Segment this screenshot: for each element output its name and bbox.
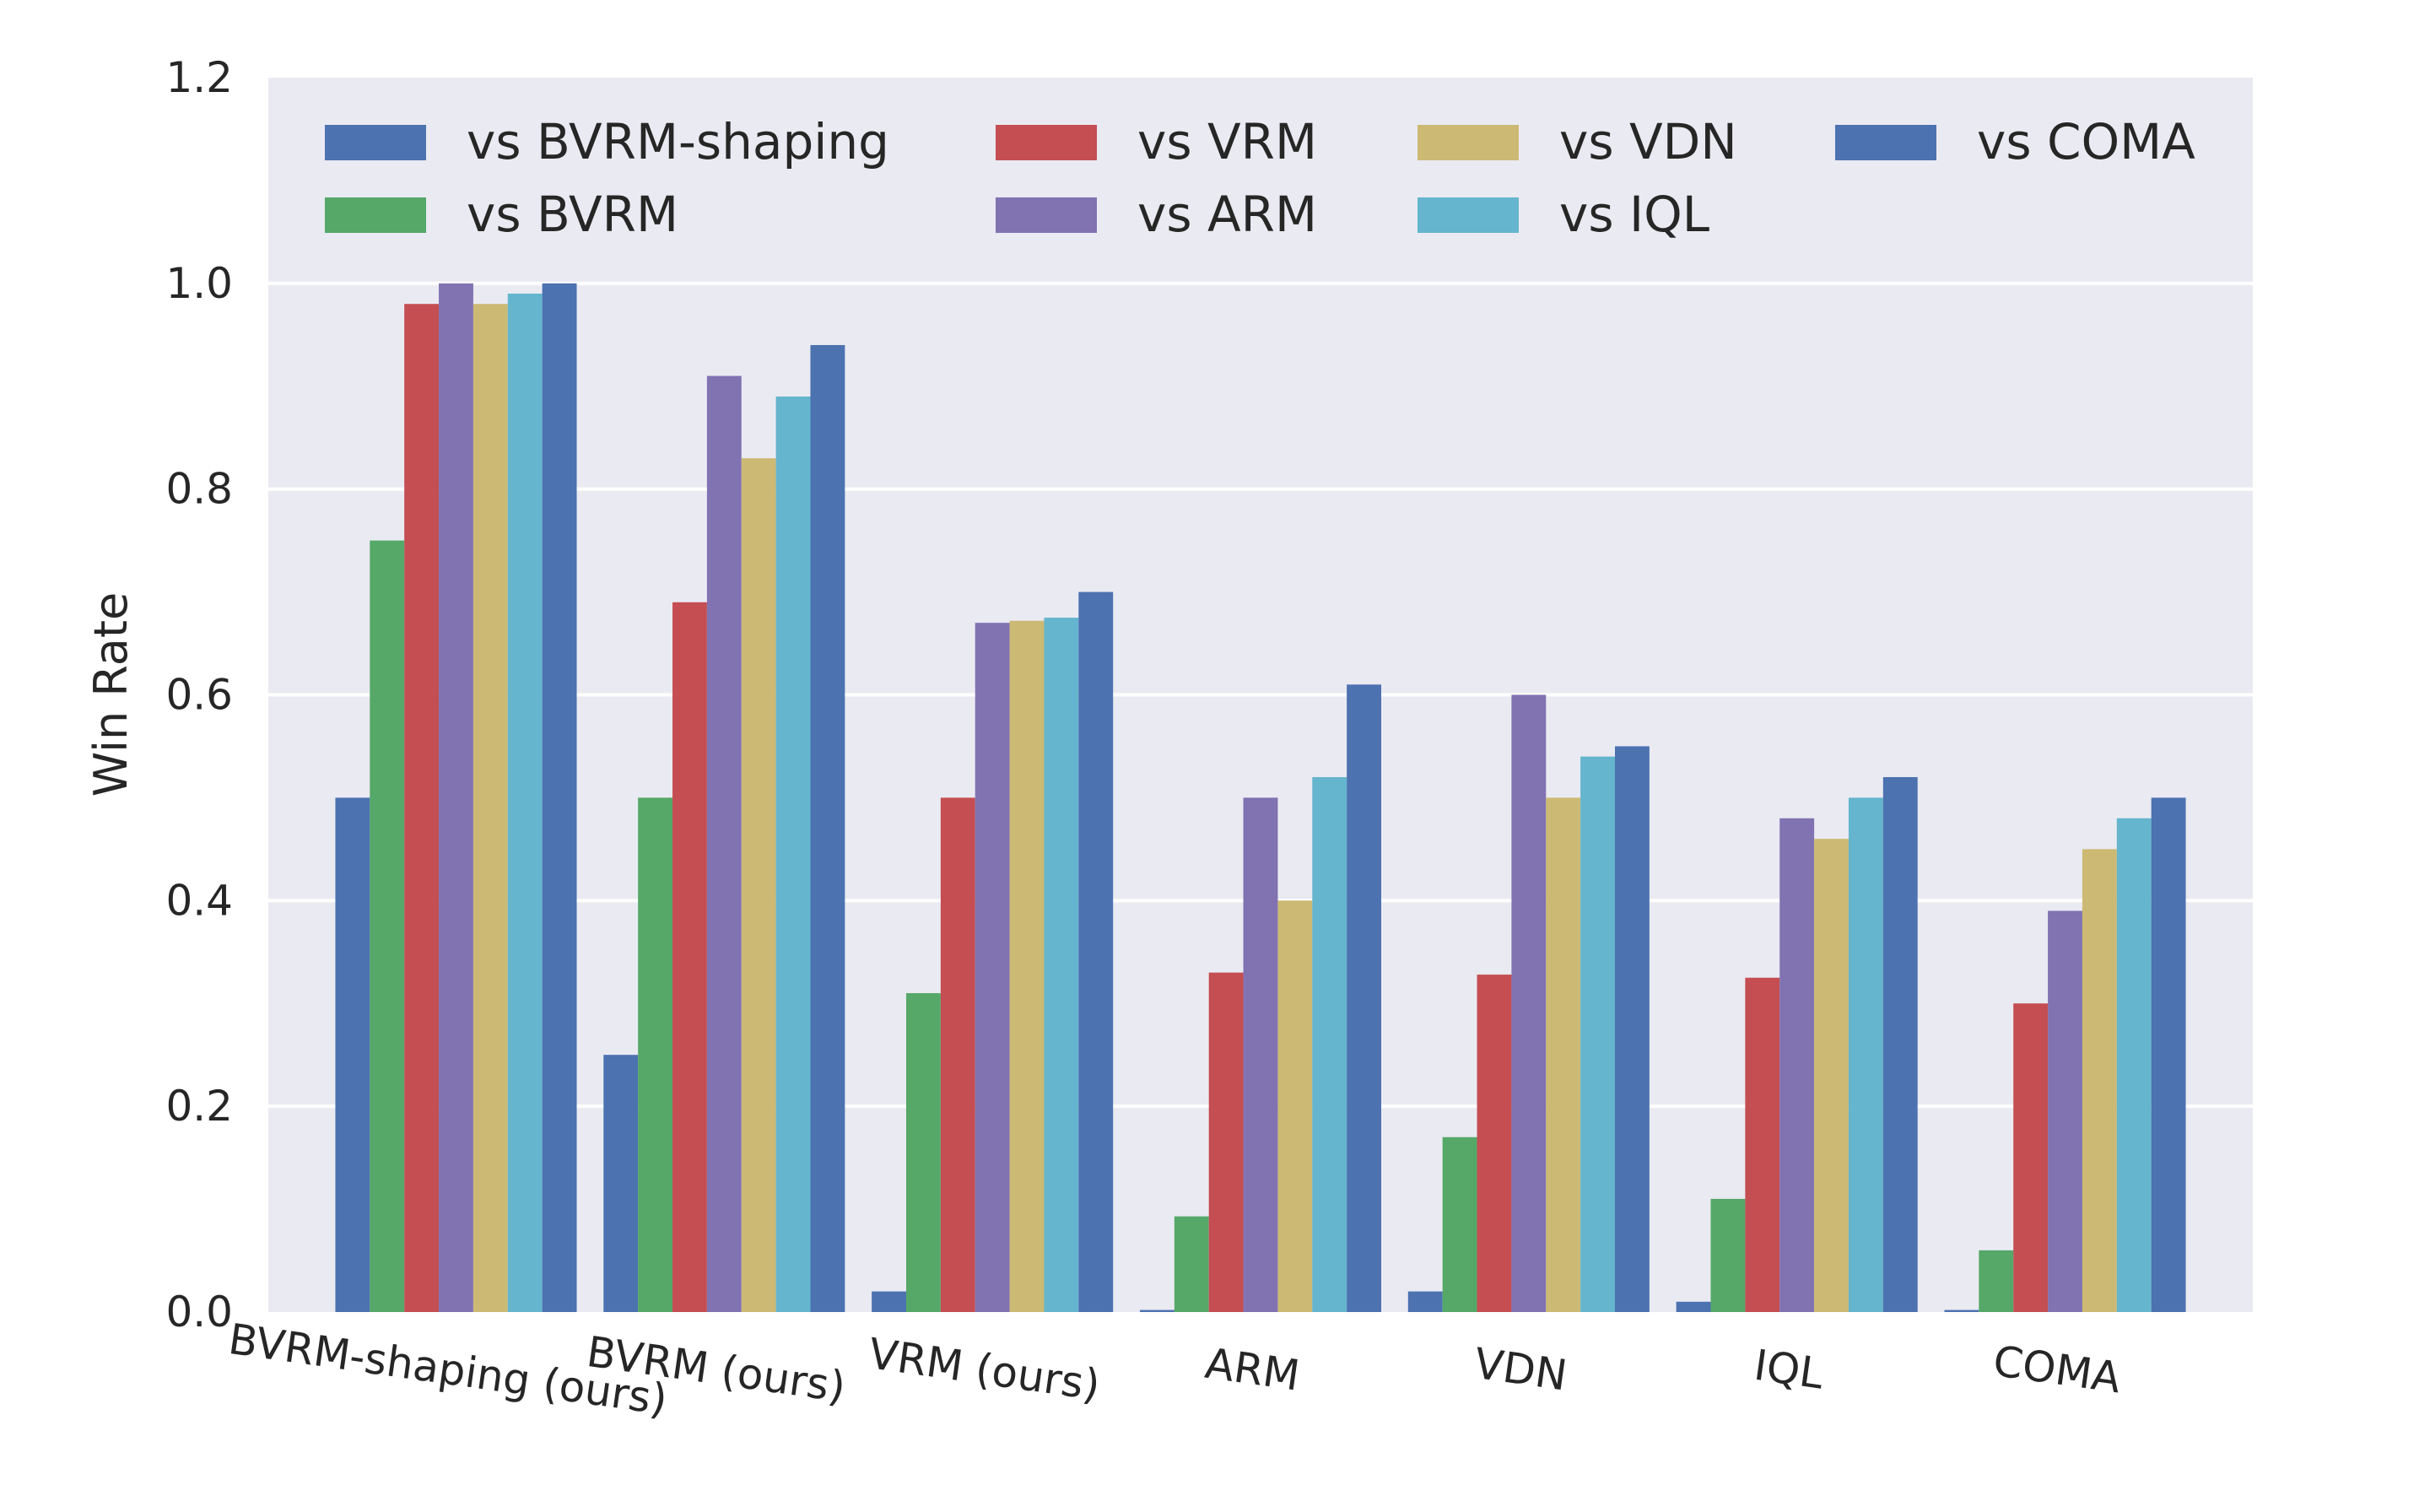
bar <box>2116 818 2152 1312</box>
bar <box>1243 797 1278 1312</box>
y-tick-label: 0.4 <box>165 876 233 925</box>
legend-item: vs BVRM-shaping <box>325 113 889 170</box>
bar <box>906 993 941 1312</box>
legend-item: vs ARM <box>996 186 1317 243</box>
bar <box>370 540 405 1312</box>
bar <box>638 797 673 1312</box>
bar <box>439 283 473 1312</box>
legend-item: vs COMA <box>1835 113 2195 170</box>
bar <box>810 344 845 1312</box>
y-tick-label: 0.2 <box>165 1082 233 1131</box>
y-tick-label: 0.8 <box>165 465 233 514</box>
legend-label: vs BVRM <box>467 186 678 243</box>
legend-label: vs VDN <box>1559 113 1737 170</box>
bar <box>1882 777 1918 1312</box>
x-axis-ticks: BVRM-shaping (ours)BVRM (ours) VRM (ours)… <box>225 1315 2124 1424</box>
x-tick-label: VRM (ours) <box>866 1329 1103 1410</box>
bar <box>1944 1310 1979 1312</box>
bar <box>1078 591 1114 1312</box>
legend: vs BVRM-shaping vs BVRM vs VRM vs ARM vs VDN… <box>325 113 2195 243</box>
x-tick-label: VDN <box>1472 1339 1570 1401</box>
legend-label: vs VRM <box>1137 113 1317 170</box>
bar <box>1347 684 1382 1312</box>
bar <box>1174 1216 1209 1312</box>
bar <box>472 304 508 1312</box>
legend-swatch <box>996 197 1097 233</box>
legend-label: vs COMA <box>1977 113 2195 170</box>
y-axis-ticks: 0.0 0.2 0.4 0.6 0.8 1.0 1.2 <box>165 53 233 1336</box>
bar <box>1208 972 1244 1312</box>
legend-label: vs IQL <box>1559 186 1709 243</box>
bar <box>404 304 440 1312</box>
bar <box>507 294 543 1312</box>
bar <box>1511 694 1547 1312</box>
bar <box>1615 746 1650 1312</box>
bar <box>1710 1198 1746 1312</box>
legend-item: vs VDN <box>1418 113 1737 170</box>
bar <box>1580 756 1615 1312</box>
bar <box>2048 910 2082 1312</box>
bar <box>1044 618 1079 1312</box>
bar <box>1477 975 1512 1312</box>
y-axis-title: Win Rate <box>84 592 138 796</box>
bar <box>1407 1291 1443 1312</box>
legend-label: vs ARM <box>1137 186 1317 243</box>
x-tick-label: ARM <box>1202 1339 1303 1401</box>
bars <box>335 283 2186 1313</box>
bar <box>2151 797 2186 1312</box>
bar <box>1442 1137 1477 1312</box>
legend-swatch <box>996 125 1097 160</box>
bar <box>975 623 1010 1312</box>
bar <box>1979 1250 2014 1312</box>
legend-swatch <box>1835 125 1936 160</box>
y-tick-label: 0.6 <box>165 671 233 720</box>
bar <box>1676 1301 1711 1312</box>
x-tick-label: IQL <box>1751 1341 1826 1399</box>
y-tick-label: 1.0 <box>165 259 233 308</box>
legend-swatch <box>325 125 426 160</box>
bar <box>940 797 975 1312</box>
y-tick-label: 1.2 <box>165 53 233 102</box>
legend-item: vs IQL <box>1418 186 1709 243</box>
bar <box>2082 849 2117 1312</box>
bar <box>672 602 707 1312</box>
bar <box>1779 818 1815 1312</box>
bar <box>1546 797 1581 1312</box>
legend-swatch <box>1418 197 1519 233</box>
bar <box>335 797 370 1312</box>
bar <box>1848 797 1883 1312</box>
legend-label: vs BVRM-shaping <box>467 113 889 170</box>
y-tick-label: 0.0 <box>165 1288 233 1336</box>
bar <box>603 1055 639 1312</box>
bar <box>2013 1003 2049 1312</box>
bar <box>1814 839 1849 1312</box>
bar <box>1277 900 1313 1312</box>
bar <box>542 283 577 1312</box>
legend-swatch <box>325 197 426 233</box>
legend-item: vs BVRM <box>325 186 678 243</box>
bar <box>741 458 776 1312</box>
legend-swatch <box>1418 125 1519 160</box>
bar <box>872 1291 906 1312</box>
bar <box>1312 777 1347 1312</box>
bar <box>1009 620 1045 1312</box>
bar <box>1745 977 1780 1312</box>
bar <box>706 375 742 1312</box>
x-tick-label: COMA <box>1990 1336 2124 1403</box>
bar <box>1139 1310 1174 1312</box>
legend-item: vs VRM <box>996 113 1317 170</box>
bar <box>775 396 811 1313</box>
